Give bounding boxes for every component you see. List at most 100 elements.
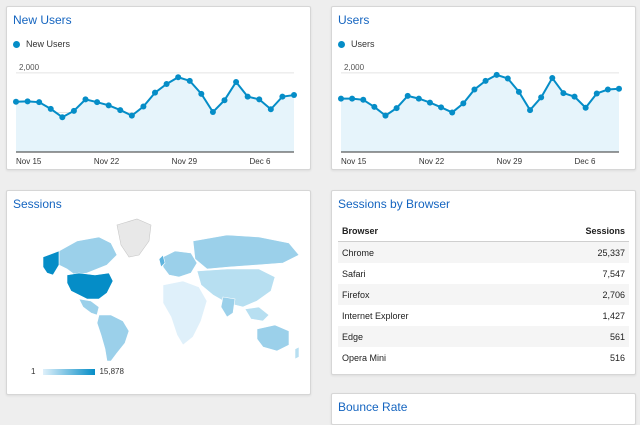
- map-color-scale: 1 15,878: [31, 367, 124, 376]
- map-region-alaska[interactable]: [42, 250, 60, 276]
- sessions-cell: 25,337: [515, 241, 629, 263]
- new-users-data-point: [117, 107, 124, 114]
- table-row[interactable]: Internet Explorer 1,427: [338, 305, 629, 326]
- users-data-point: [382, 112, 389, 119]
- browser-card: Sessions by Browser Browser Sessions Chr…: [331, 190, 636, 375]
- new-users-data-point: [36, 99, 43, 106]
- users-data-point: [604, 86, 611, 93]
- world-map[interactable]: [13, 211, 303, 363]
- table-header-row: Browser Sessions: [338, 221, 629, 242]
- new-users-data-point: [94, 99, 101, 106]
- new-users-y-tick-label: 2,000: [19, 63, 40, 72]
- new-users-data-point: [47, 105, 54, 112]
- users-data-point: [482, 77, 489, 84]
- map-region-south-america[interactable]: [96, 314, 130, 362]
- map-region-europe[interactable]: [162, 250, 198, 278]
- users-data-point: [582, 104, 589, 111]
- map-region-usa[interactable]: [66, 272, 114, 300]
- new-users-data-point: [267, 106, 274, 113]
- new-users-data-point: [233, 79, 240, 86]
- scale-min-label: 1: [31, 367, 36, 376]
- new-users-x-tick-label: Nov 22: [94, 157, 120, 166]
- browser-cell[interactable]: Internet Explorer: [342, 310, 409, 321]
- new-users-data-point: [279, 93, 286, 100]
- sessions-column-header[interactable]: Sessions: [515, 221, 629, 242]
- browser-title[interactable]: Sessions by Browser: [338, 197, 451, 211]
- users-data-point: [538, 94, 545, 101]
- browser-cell[interactable]: Edge: [338, 326, 516, 347]
- new-users-title[interactable]: New Users: [13, 13, 72, 27]
- map-region-canada[interactable]: [58, 236, 118, 276]
- new-users-data-point: [186, 77, 193, 84]
- table-row[interactable]: Firefox 2,706: [338, 284, 629, 305]
- users-x-tick-label: Nov 29: [497, 157, 523, 166]
- users-legend[interactable]: Users: [338, 39, 375, 49]
- sessions-cell: 561: [515, 326, 629, 347]
- sessions-cell: 7,547: [602, 268, 625, 279]
- new-users-data-point: [82, 96, 89, 103]
- users-data-point: [560, 90, 567, 97]
- users-data-point: [404, 92, 411, 99]
- table-row[interactable]: Chrome 25,337: [338, 241, 629, 263]
- users-data-point: [493, 71, 500, 78]
- users-x-tick-label: Nov 22: [419, 157, 445, 166]
- new-users-data-point: [13, 98, 19, 105]
- sessions-cell: 516: [609, 352, 625, 363]
- users-data-point: [616, 85, 622, 92]
- sessions-title[interactable]: Sessions: [13, 197, 62, 211]
- new-users-area: [16, 77, 294, 152]
- users-data-point: [338, 95, 344, 102]
- new-users-x-tick-label: Dec 6: [250, 157, 271, 166]
- map-region-india[interactable]: [220, 296, 236, 318]
- new-users-data-point: [291, 92, 297, 99]
- new-users-legend-label: New Users: [26, 39, 71, 49]
- new-users-data-point: [59, 114, 66, 121]
- table-row[interactable]: Opera Mini 516: [338, 347, 629, 368]
- map-region-southeast-asia[interactable]: [244, 306, 270, 322]
- map-region-australia[interactable]: [256, 324, 290, 352]
- new-users-data-point: [175, 74, 182, 81]
- users-data-point: [438, 104, 445, 111]
- scale-gradient-bar: [43, 368, 96, 375]
- new-users-data-point: [24, 98, 31, 105]
- users-data-point: [549, 75, 556, 82]
- map-region-new-zealand[interactable]: [294, 346, 300, 360]
- new-users-data-point: [256, 96, 263, 103]
- browser-cell[interactable]: Firefox: [338, 284, 516, 305]
- map-region-greenland[interactable]: [116, 218, 152, 258]
- legend-dot-icon: [338, 40, 345, 48]
- map-region-uk[interactable]: [158, 254, 166, 268]
- browser-column-header[interactable]: Browser: [338, 221, 516, 242]
- table-row[interactable]: Safari 7,547: [338, 263, 629, 284]
- map-region-russia[interactable]: [192, 234, 300, 270]
- browser-cell[interactable]: Chrome: [338, 241, 516, 263]
- table-row[interactable]: Edge 561: [338, 326, 629, 347]
- users-data-point: [360, 96, 367, 103]
- users-data-point: [515, 88, 522, 95]
- browser-cell[interactable]: Opera Mini: [342, 352, 387, 363]
- new-users-data-point: [244, 93, 251, 100]
- users-data-point: [393, 105, 400, 112]
- new-users-legend[interactable]: New Users: [13, 39, 70, 49]
- users-area: [341, 74, 619, 152]
- map-region-mexico[interactable]: [78, 298, 100, 316]
- sessions-cell: 1,427: [602, 310, 625, 321]
- users-data-point: [593, 90, 600, 97]
- new-users-x-tick-label: Nov 15: [16, 157, 42, 166]
- new-users-data-point: [128, 112, 135, 119]
- browser-cell[interactable]: Safari: [342, 268, 366, 279]
- users-title[interactable]: Users: [338, 13, 370, 27]
- new-users-x-tick-label: Nov 29: [172, 157, 198, 166]
- map-region-africa[interactable]: [162, 280, 208, 346]
- new-users-data-point: [163, 80, 170, 87]
- users-data-point: [349, 95, 356, 102]
- legend-dot-icon: [13, 40, 20, 48]
- new-users-data-point: [140, 103, 147, 110]
- map-region-asia[interactable]: [196, 268, 276, 308]
- bounce-rate-title[interactable]: Bounce Rate: [338, 400, 408, 414]
- users-x-tick-label: Nov 15: [341, 157, 367, 166]
